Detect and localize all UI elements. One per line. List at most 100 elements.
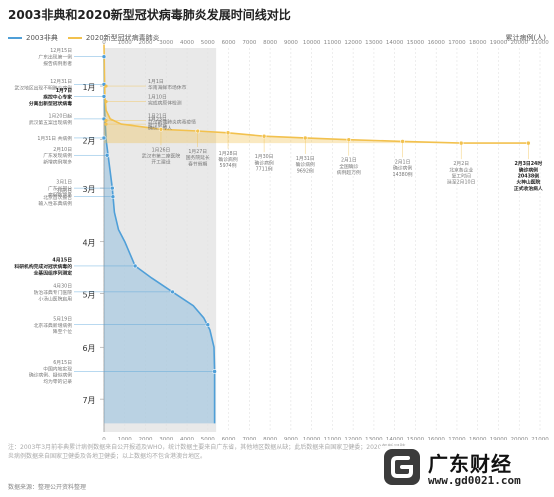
covid-annotation-line: 武汉新增肺炎病毒疫情 xyxy=(148,119,196,126)
month-label: 2月 xyxy=(82,137,95,146)
sars-annotation-line: 3月6日 xyxy=(56,188,72,194)
covid-annotation-line: 2月1日 xyxy=(395,159,411,165)
x-tick-label: 14000 xyxy=(386,437,404,440)
x-tick-label: 13000 xyxy=(365,437,383,440)
month-label: 5月 xyxy=(82,291,95,300)
sars-annotation-line: 防治非典专门医院 xyxy=(34,289,73,296)
covid-annotation-line: 病例超万例 xyxy=(337,169,361,176)
x-tick-label: 0 xyxy=(102,437,106,440)
covid-annotation-line: 1月21日 xyxy=(148,114,167,120)
covid-annotation-line: 1月1日 xyxy=(148,79,164,85)
x-tick-label-top: 13000 xyxy=(365,40,383,46)
sars-annotation-line: 输入性非典病例 xyxy=(38,200,72,207)
x-tick-label-top: 21000 xyxy=(531,40,549,46)
x-tick-label: 5000 xyxy=(201,437,215,440)
covid-annotation-line: 全国确诊 xyxy=(339,163,358,170)
watermark-logo: 广东财经 www.gd0021.com xyxy=(380,446,546,492)
logo-url: www.gd0021.com xyxy=(428,474,521,487)
sars-annotation-line: 北京非典新增病例 xyxy=(34,322,73,329)
x-tick-label: 6000 xyxy=(222,437,236,440)
covid-annotation-line: 华南海鲜市场休市 xyxy=(148,84,187,91)
covid-annotation-line: 春节假期 xyxy=(188,160,207,167)
source-note: 数据来源：整理公开资料整理 xyxy=(8,484,87,491)
sars-annotation-line: 新增病例增多 xyxy=(43,159,72,166)
covid-annotation-line: 正式收治病人 xyxy=(514,185,543,192)
x-tick-label-top: 7000 xyxy=(242,40,256,46)
sars-annotation-line: 4月30日 xyxy=(53,283,72,289)
sars-annotation-line: 分离出新型冠状病毒 xyxy=(29,100,72,107)
sars-annotation-line: 5月19日 xyxy=(53,316,72,322)
month-label: 3月 xyxy=(82,185,95,194)
footer-note: 注：2003年3月前非典累计病例数据来自公开报道及WHO，统计数据主要来自广东省… xyxy=(8,444,406,460)
x-tick-label: 18000 xyxy=(469,437,487,440)
legend-item-sars: 2003非典 xyxy=(8,33,58,43)
sars-annotation-line: 广东省部分 xyxy=(48,185,72,192)
x-tick-label: 4000 xyxy=(180,437,194,440)
x-tick-label-top: 20000 xyxy=(510,40,528,46)
month-label: 6月 xyxy=(82,344,95,353)
legend-label-sars: 2003非典 xyxy=(26,34,58,42)
sars-annotation-line: 12月15日 xyxy=(50,48,72,54)
x-tick-label: 1000 xyxy=(118,437,132,440)
covid-annotation-line: 火神山医院 xyxy=(516,179,540,186)
sars-annotation-line: 全基因组序列测定 xyxy=(33,269,73,276)
sars-annotation-line: 3月1日 xyxy=(56,180,72,186)
covid-annotation-line: 确诊病例 xyxy=(254,159,273,166)
covid-annotation-line: 7711例 xyxy=(256,166,273,173)
sars-annotation-line: 2月10日 xyxy=(53,147,72,153)
covid-annotation-line: 1月28日 xyxy=(219,151,238,157)
legend-swatch-sars xyxy=(8,37,22,39)
covid-annotation-line: 1月10日 xyxy=(148,95,167,101)
sars-annotation-line: 中国内地实现 xyxy=(43,365,72,372)
logo-text: 广东财经 xyxy=(428,452,512,476)
x-tick-label-top: 4000 xyxy=(180,40,194,46)
x-tick-label: 19000 xyxy=(490,437,508,440)
sars-annotation-line: 广东出现第一例 xyxy=(38,54,72,61)
covid-annotation-line: 1月30日 xyxy=(255,154,274,160)
x-tick-label-top: 14000 xyxy=(386,40,404,46)
covid-annotation-line: 5974例 xyxy=(220,162,237,169)
x-tick-label-top: 15000 xyxy=(407,40,425,46)
x-tick-label-top: 5000 xyxy=(201,40,215,46)
legend-label-covid: 2020新型冠状病毒肺炎 xyxy=(85,34,160,42)
covid-annotation-line: 2月2日 xyxy=(453,161,469,167)
x-tick-label-top: 11000 xyxy=(324,40,342,46)
series-area-1 xyxy=(104,44,529,144)
x-tick-label-top: 0 xyxy=(102,40,106,46)
series-area-0 xyxy=(104,56,215,424)
covid-annotation-line: 武汉市第二座医院 xyxy=(142,152,181,159)
legend-swatch-covid xyxy=(67,37,82,39)
sars-annotation-line: 4月15日 xyxy=(52,257,72,264)
logo-icon xyxy=(384,449,420,485)
covid-annotation-line: 确诊病例 xyxy=(519,166,538,173)
x-tick-label: 2000 xyxy=(139,437,153,440)
sars-annotation-line: 报告病例患者 xyxy=(43,60,72,67)
sars-annotation-line: 武汉第五案出现病例 xyxy=(29,119,72,126)
sars-annotation-line: 北京首次报告 xyxy=(43,194,72,201)
x-tick-label-top: 9000 xyxy=(284,40,298,46)
x-tick-label: 15000 xyxy=(407,437,425,440)
x-tick-label-top: 1000 xyxy=(118,40,132,46)
x-tick-label-top: 10000 xyxy=(303,40,321,46)
covid-annotation-line: 1月31日 xyxy=(296,156,315,162)
covid-annotation-line: 确诊病例 xyxy=(296,161,315,168)
sars-annotation-line: 1月31日 共病例 xyxy=(37,135,72,142)
sars-annotation-line: 武汉地区出现不明肺炎病例 xyxy=(14,85,72,92)
covid-annotation-line: 9692例 xyxy=(297,167,314,174)
covid-annotation-line: 1月27日 xyxy=(188,149,207,155)
x-tick-label: 20000 xyxy=(510,437,528,440)
sars-annotation-line: 1月7日 xyxy=(56,87,72,94)
timeline-chart: 0 0 1000 1000 2000 2000 3000 3000 4000 4000 5000 50… xyxy=(14,40,549,440)
x-tick-label: 11000 xyxy=(324,437,342,440)
covid-annotation-line: 确诊病例 xyxy=(393,165,412,172)
x-tick-label: 3000 xyxy=(159,437,173,440)
chart-title: 2003非典和2020新型冠状病毒肺炎发展时间线对比 xyxy=(8,8,291,22)
x-tick-label: 17000 xyxy=(448,437,466,440)
x-tick-label: 9000 xyxy=(284,437,298,440)
sars-annotation-line: 1月20日起 xyxy=(48,114,72,120)
x-tick-label-top: 8000 xyxy=(263,40,277,46)
covid-annotation-line: 开工建设 xyxy=(151,159,170,166)
x-tick-label: 10000 xyxy=(303,437,321,440)
x-tick-label-top: 6000 xyxy=(222,40,236,46)
covid-annotation-line: 20438例 xyxy=(518,173,540,180)
